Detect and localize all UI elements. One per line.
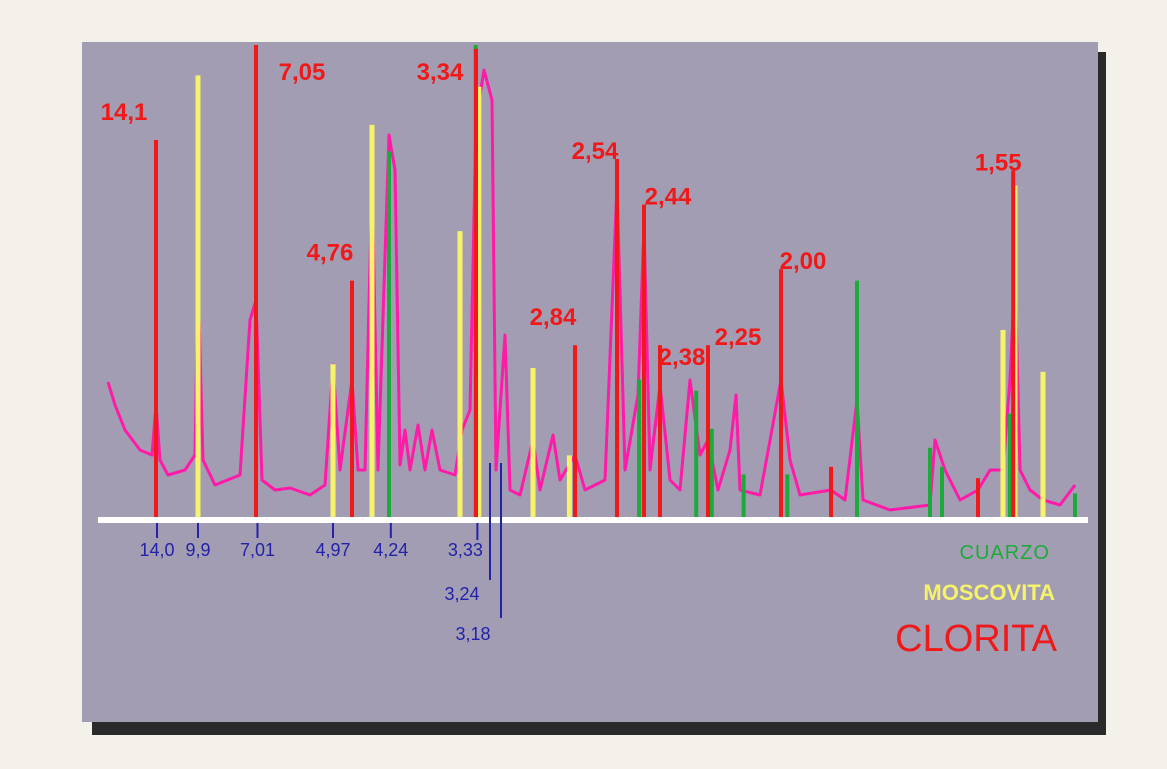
- peak-moscovita-6: [566, 455, 572, 520]
- peak-cuarzo-9: [940, 466, 944, 520]
- peak-cuarzo-3: [694, 390, 699, 520]
- peak-clorita-8: [706, 345, 710, 520]
- measured-label-2: 7,01: [240, 540, 275, 560]
- measured-label-7: 3,18: [455, 624, 490, 644]
- peak-cuarzo-5: [741, 474, 746, 520]
- peak-cuarzo-2: [637, 379, 642, 520]
- peak-label-0: 14,1: [101, 99, 148, 126]
- legend-cuarzo: CUARZO: [960, 542, 1050, 564]
- peak-clorita-5: [615, 159, 619, 520]
- peak-label-1: 7,05: [279, 59, 326, 86]
- baseline: [98, 517, 1088, 523]
- measured-label-6: 3,24: [444, 584, 479, 604]
- peak-cuarzo-7: [855, 280, 859, 520]
- peak-label-5: 2,54: [572, 138, 619, 165]
- peak-label-3: 3,34: [417, 59, 464, 86]
- peak-clorita-9: [779, 269, 783, 520]
- peak-label-12: 1,55: [975, 149, 1022, 176]
- peak-label-9: 2,00: [780, 248, 827, 275]
- peak-clorita-3: [474, 48, 478, 521]
- peak-label-2: 4,76: [307, 240, 354, 267]
- peak-clorita-12: [1011, 170, 1016, 520]
- peak-label-4: 2,84: [530, 304, 577, 331]
- peak-moscovita-4: [476, 86, 482, 521]
- peak-clorita-4: [573, 345, 577, 520]
- peak-cuarzo-4: [709, 428, 714, 520]
- measured-label-3: 4,97: [315, 540, 350, 560]
- peak-label-6: 2,44: [645, 184, 692, 211]
- peak-cuarzo-11: [1073, 493, 1077, 520]
- peak-labels: 14,1 7,05 4,76 3,34 2,84 2,54 2,44 2,38 2,25 2,00…: [101, 59, 1022, 371]
- measured-peaks: 14,0 9,9 7,01 4,97 4,24 3,33 3,24 3,18: [139, 463, 502, 644]
- peak-clorita-0: [154, 140, 158, 520]
- peak-clorita-2: [350, 280, 354, 520]
- peak-clorita-6: [642, 204, 646, 520]
- peak-cuarzo-10: [1008, 413, 1012, 520]
- peak-moscovita-5: [530, 368, 536, 520]
- peak-cuarzo-6: [785, 474, 790, 520]
- peak-cuarzo-0: [387, 151, 391, 520]
- measured-label-0: 14,0: [139, 540, 174, 560]
- peak-moscovita-7: [1000, 330, 1006, 520]
- peak-label-7: 2,38: [659, 344, 706, 371]
- peak-clorita-10: [829, 466, 833, 520]
- peak-moscovita-2: [369, 124, 375, 521]
- peak-moscovita-3: [457, 231, 463, 520]
- peak-label-8: 2,25: [715, 324, 762, 351]
- legend-clorita: CLORITA: [895, 618, 1058, 660]
- reference-peaks: [154, 45, 1077, 521]
- peak-moscovita-1: [330, 364, 336, 520]
- peak-moscovita-0: [195, 75, 201, 521]
- legend: CUARZO MOSCOVITA CLORITA: [895, 542, 1058, 660]
- legend-moscovita: MOSCOVITA: [923, 580, 1055, 605]
- peak-moscovita-9: [1040, 371, 1046, 520]
- measured-label-5: 3,33: [448, 540, 483, 560]
- peak-clorita-7: [658, 345, 662, 520]
- peak-clorita-1: [254, 45, 258, 520]
- measured-label-1: 9,9: [185, 540, 210, 560]
- chart-panel: [82, 42, 1098, 722]
- measured-label-4: 4,24: [373, 540, 408, 560]
- peak-cuarzo-8: [928, 447, 932, 520]
- peak-clorita-11: [976, 478, 980, 520]
